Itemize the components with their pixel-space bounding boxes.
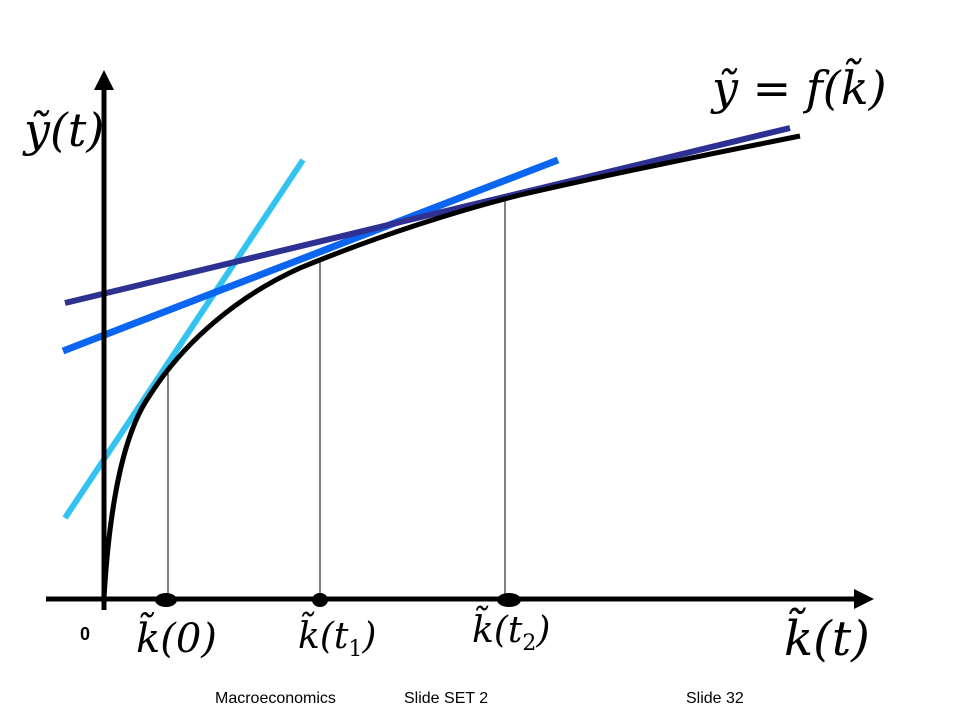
x-axis-label: k̃(t)	[784, 607, 870, 667]
curve-label: ỹ = f(k̃)	[710, 58, 887, 115]
y-axis-label: ỹ(t)	[22, 103, 104, 157]
point-marker-k1	[312, 593, 328, 607]
production-function-curve	[101, 133, 801, 599]
point-label-k2: k̃(t2)	[472, 606, 550, 656]
point-label-k1-sub: 1	[348, 637, 362, 662]
point-label-k1: k̃(t1)	[298, 612, 376, 662]
point-marker-k0	[155, 593, 177, 607]
tangent-line-k1	[61, 156, 560, 355]
point-label-k2-sub: 2	[522, 631, 536, 656]
footer-slide: Slide 32	[686, 690, 744, 707]
y-axis-arrowhead	[94, 70, 114, 90]
point-label-k2-main: k̃(t	[472, 606, 523, 651]
x-axis-arrowhead	[854, 589, 874, 609]
point-label-k0: k̃(0)	[136, 612, 217, 662]
footer-course: Macroeconomics	[215, 690, 336, 707]
point-label-k1-main: k̃(t	[298, 612, 349, 657]
origin-label: 0	[80, 624, 90, 644]
point-label-k2-close: )	[535, 610, 550, 651]
point-label-k1-close: )	[361, 616, 376, 657]
tangent-line-k2	[64, 125, 791, 306]
point-marker-k2	[497, 593, 521, 607]
footer-set: Slide SET 2	[404, 690, 488, 707]
